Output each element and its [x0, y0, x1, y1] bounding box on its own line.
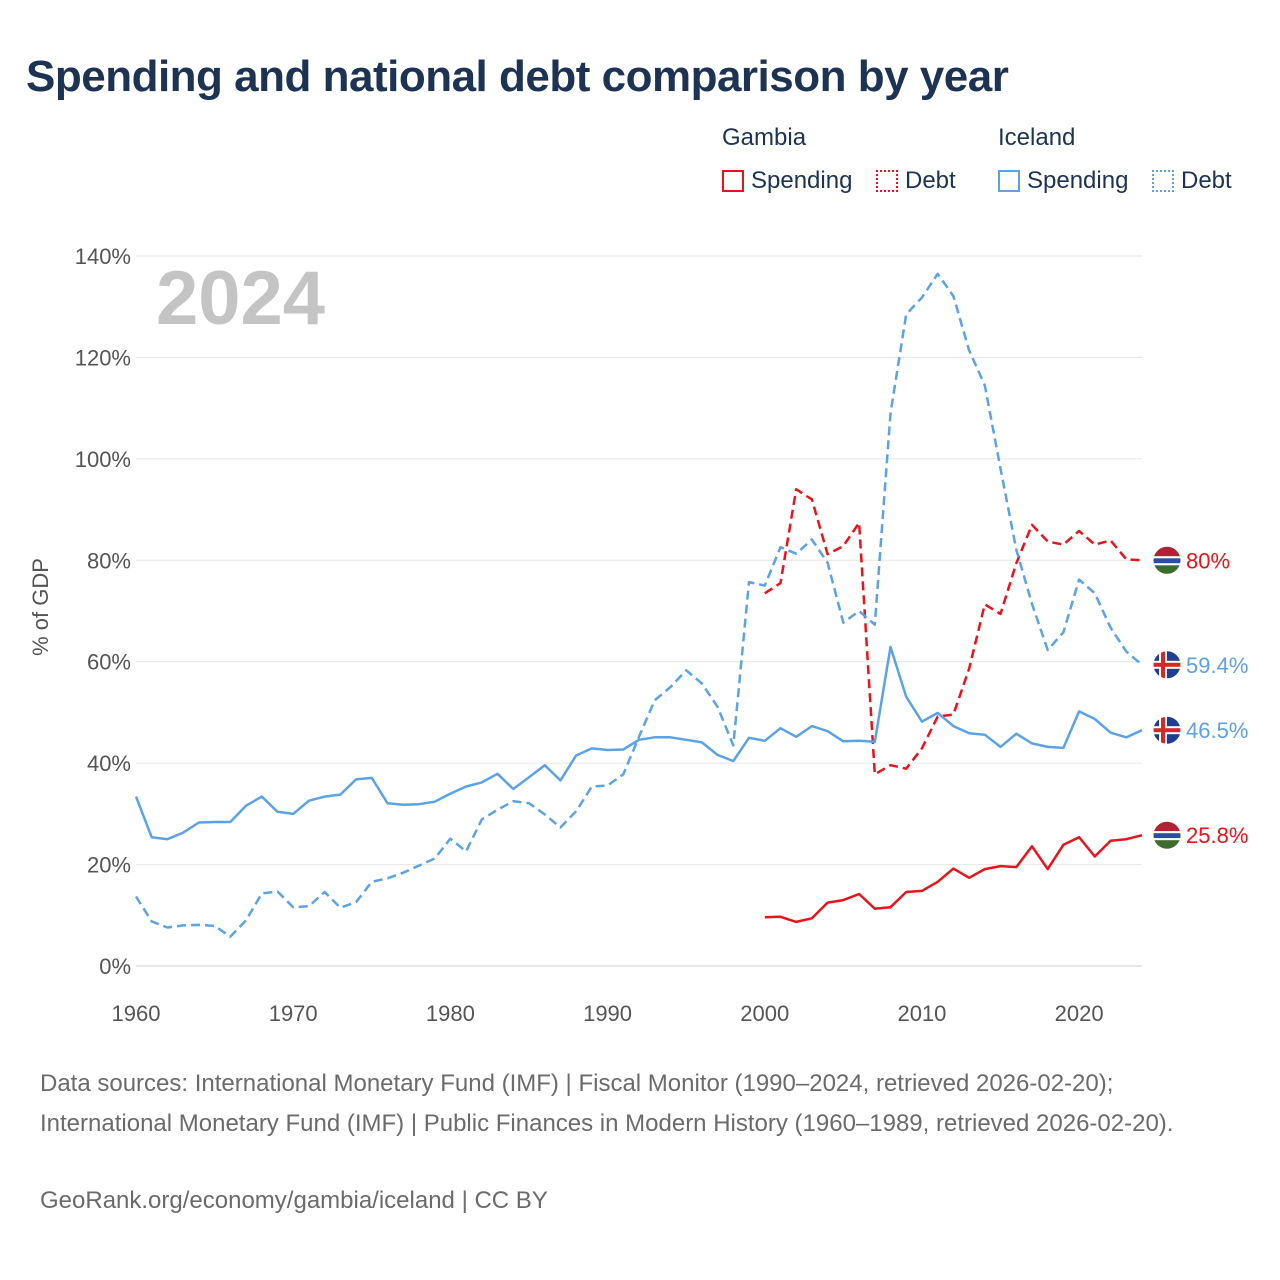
legend-item-iceland-debt[interactable]: Debt [1152, 166, 1232, 196]
legend-item-iceland-spending[interactable]: Spending [998, 166, 1128, 196]
series-line-iceland-spending[interactable] [134, 645, 1143, 841]
legend-item-gambia-debt[interactable]: Debt [876, 166, 956, 196]
y-tick-label: 40% [87, 751, 131, 776]
x-tick-label: 2020 [1055, 1001, 1104, 1026]
legend-label: Spending [1027, 167, 1129, 194]
end-value-label: 46.5% [1186, 718, 1248, 743]
y-tick-label: 100% [75, 447, 131, 472]
end-markers: 25.8% 80% 46.5% 59.4% [1152, 545, 1248, 850]
legend-swatch-solid-red [722, 170, 744, 192]
legend-group-iceland: Iceland [998, 124, 1076, 151]
series-line-iceland-debt[interactable] [134, 272, 1143, 938]
y-tick-label: 140% [75, 244, 131, 269]
series-line-gambia-debt[interactable] [764, 488, 1143, 776]
legend-group-gambia: Gambia [722, 124, 807, 151]
x-axis-ticks: 1960 1970 1980 1990 2000 2010 2020 [112, 1001, 1104, 1026]
legend-swatch-dotted-red [876, 170, 898, 192]
legend-item-gambia-spending[interactable]: Spending [722, 166, 852, 196]
y-axis-label: % of GDP [28, 558, 53, 656]
legend-swatch-solid-blue [998, 170, 1020, 192]
y-tick-label: 80% [87, 548, 131, 573]
y-tick-label: 0% [99, 954, 131, 979]
iceland-flag-icon [1152, 650, 1182, 680]
x-tick-label: 2000 [740, 1001, 789, 1026]
y-tick-label: 60% [87, 650, 131, 675]
end-value-label: 59.4% [1186, 653, 1248, 678]
y-tick-label: 120% [75, 345, 131, 370]
legend-label: Debt [1181, 167, 1232, 194]
legend-label: Debt [905, 167, 956, 194]
legend-swatch-dotted-blue [1152, 170, 1174, 192]
gambia-flag-icon [1152, 545, 1182, 575]
data-sources: Data sources: International Monetary Fun… [40, 1070, 1174, 1137]
year-watermark: 2024 [156, 256, 325, 341]
x-tick-label: 2010 [897, 1001, 946, 1026]
series-line-gambia-spending[interactable] [764, 833, 1143, 924]
series-group [134, 272, 1143, 938]
end-value-label: 25.8% [1186, 823, 1248, 848]
gambia-flag-icon [1152, 820, 1182, 850]
y-tick-label: 20% [87, 853, 131, 878]
line-chart: 2024 0% 20% 40% 60% 80% 100% 120% 140% 1960 1970… [28, 244, 1248, 1026]
x-tick-label: 1960 [112, 1001, 161, 1026]
grid-lines [136, 255, 1142, 967]
chart-title: Spending and national debt comparison by… [26, 52, 1009, 101]
x-tick-label: 1980 [426, 1001, 475, 1026]
iceland-flag-icon [1152, 715, 1182, 745]
y-axis-ticks: 0% 20% 40% 60% 80% 100% 120% 140% [75, 244, 131, 979]
legend-label: Spending [751, 167, 853, 194]
credit-link[interactable]: GeoRank.org/economy/gambia/iceland | CC … [40, 1187, 548, 1214]
x-tick-label: 1990 [583, 1001, 632, 1026]
x-tick-label: 1970 [269, 1001, 318, 1026]
end-value-label: 80% [1186, 548, 1230, 573]
